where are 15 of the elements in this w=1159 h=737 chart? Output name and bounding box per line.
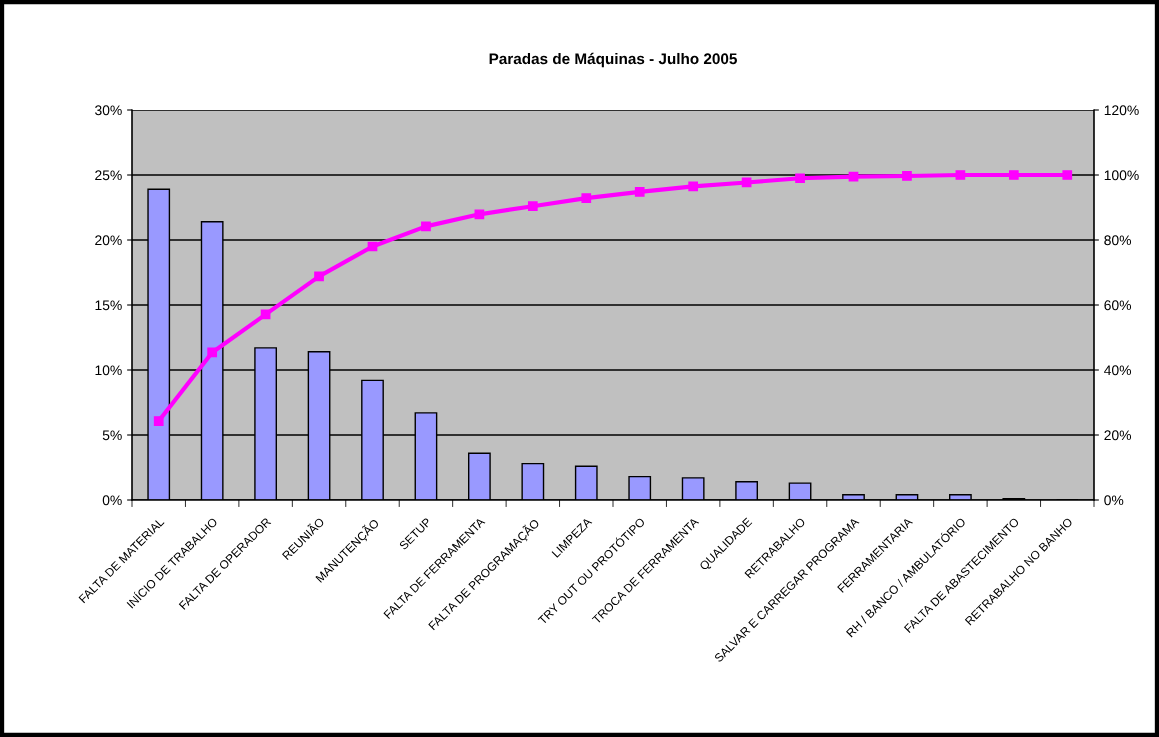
y-tick-label: 0% (102, 495, 122, 506)
y-tick-label: 25% (95, 170, 122, 181)
y-tick-label: 20% (95, 235, 122, 246)
y-tick-label: 10% (95, 365, 122, 376)
y2-tick-label: 120% (1104, 105, 1139, 116)
y2-tick-label: 60% (1104, 300, 1132, 311)
y2-tick-label: 20% (1104, 430, 1132, 441)
y-tick-label: 5% (102, 430, 122, 441)
y2-tick-label: 80% (1104, 235, 1132, 246)
y-tick-label: 15% (95, 300, 122, 311)
y2-tick-label: 0% (1104, 495, 1124, 506)
chart-title: Paradas de Máquinas - Julho 2005 (489, 52, 737, 68)
y2-tick-label: 40% (1104, 365, 1132, 376)
y2-tick-label: 100% (1104, 170, 1139, 181)
y-tick-label: 30% (95, 105, 122, 116)
